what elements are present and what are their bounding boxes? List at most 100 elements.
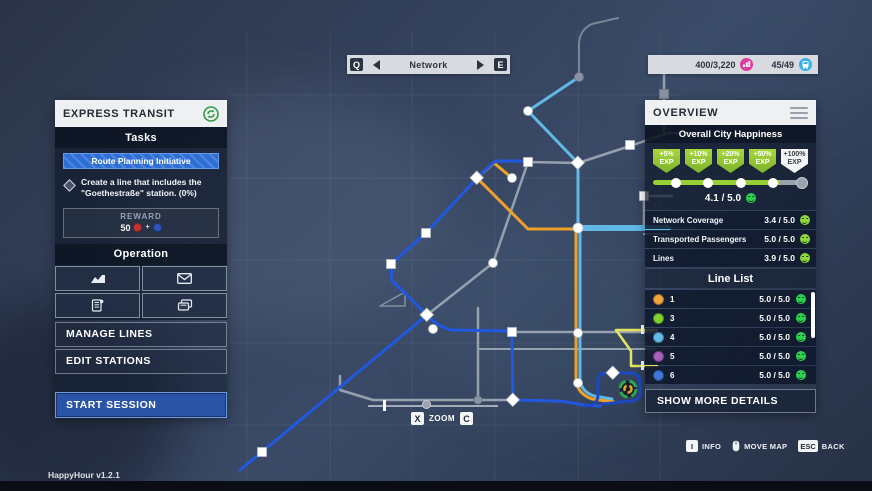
- happiness-box: +5% EXP +10% EXP +20% EXP +50% EXP +100% EXP …: [645, 143, 816, 210]
- line-color-dot: [653, 312, 664, 324]
- key-c-badge[interactable]: C: [460, 412, 473, 425]
- show-more-details-button[interactable]: SHOW MORE DETAILS: [645, 389, 816, 413]
- stat-value: 3.9 / 5.0: [764, 253, 795, 263]
- money-icon: [740, 58, 754, 71]
- tasks-section-header: Tasks: [55, 127, 227, 148]
- happiness-value-row: 4.1 / 5.0: [651, 190, 810, 206]
- line-color-dot: [653, 350, 664, 362]
- line-rating: 5.0 / 5.0: [759, 332, 790, 342]
- exp-milestones: +5% EXP +10% EXP +20% EXP +50% EXP +100% EXP: [651, 149, 810, 173]
- happy-face-icon: [796, 351, 806, 361]
- next-view-arrow-icon[interactable]: [477, 59, 484, 70]
- zoom-slider-knob[interactable]: [422, 400, 431, 409]
- vehicles-button[interactable]: [142, 292, 227, 318]
- progress-node: [671, 177, 681, 188]
- line-number: 5: [670, 351, 675, 361]
- prev-view-arrow-icon[interactable]: [373, 59, 380, 70]
- map-stations[interactable]: [257, 72, 669, 457]
- happy-face-icon: [800, 234, 810, 244]
- overview-header: OVERVIEW: [645, 100, 816, 125]
- line-rating: 5.0 / 5.0: [759, 370, 790, 380]
- map-ring-station[interactable]: [618, 379, 638, 399]
- line-list-header: Line List: [645, 269, 816, 288]
- start-session-button[interactable]: START SESSION: [55, 391, 227, 418]
- reward-currency-icon: [133, 223, 143, 233]
- map-line-orange: [475, 161, 616, 404]
- reward-label: REWARD: [120, 211, 162, 221]
- panel-spacer: [55, 373, 227, 392]
- happy-face-icon: [796, 294, 806, 304]
- info-label: INFO: [702, 441, 722, 451]
- vehicles-icon: [799, 58, 812, 71]
- statistics-button[interactable]: [55, 265, 140, 291]
- happiness-header: Overall City Happiness: [645, 125, 816, 143]
- operation-section-header: Operation: [55, 243, 227, 265]
- view-mode-label: Network: [409, 59, 448, 70]
- zoom-slider-track[interactable]: [368, 405, 498, 407]
- key-e-badge[interactable]: E: [494, 58, 507, 71]
- overview-title: OVERVIEW: [653, 106, 719, 119]
- stat-label: Lines: [653, 253, 674, 263]
- key-x-badge[interactable]: X: [411, 412, 424, 425]
- resource-bar: 400/3,220 45/49: [648, 55, 818, 74]
- envelope-icon: [177, 272, 192, 284]
- line-color-dot: [653, 369, 664, 381]
- exp-badge-locked: +100% EXP: [781, 149, 808, 173]
- progress-node: [736, 177, 746, 188]
- task-banner[interactable]: Route Planning Initiative: [63, 153, 219, 169]
- map-line-yellow: [614, 328, 658, 368]
- happy-face-icon: [796, 313, 806, 323]
- line-number: 1: [670, 294, 675, 304]
- stat-value: 3.4 / 5.0: [764, 215, 795, 225]
- info-hint: I INFO: [686, 440, 721, 452]
- line-number: 6: [670, 370, 675, 380]
- stat-row: Transported Passengers 5.0 / 5.0: [645, 230, 816, 248]
- refresh-icon[interactable]: [203, 105, 219, 122]
- happy-face-icon: [800, 253, 810, 263]
- line-row[interactable]: 6 5.0 / 5.0: [645, 366, 816, 384]
- version-label: HappyHour v1.2.1: [48, 470, 120, 480]
- line-row[interactable]: 4 5.0 / 5.0: [645, 328, 816, 346]
- document-icon: [91, 299, 104, 312]
- exp-badge: +5% EXP: [653, 149, 680, 173]
- zoom-control: X ZOOM C: [411, 412, 473, 425]
- line-color-dot: [653, 331, 664, 343]
- money-value: 400/3,220: [695, 59, 736, 70]
- line-row[interactable]: 1 5.0 / 5.0: [645, 290, 816, 308]
- overview-panel: OVERVIEW Overall City Happiness +5% EXP +…: [645, 100, 816, 413]
- manage-lines-button[interactable]: MANAGE LINES: [55, 321, 227, 347]
- line-row[interactable]: 5 5.0 / 5.0: [645, 347, 816, 365]
- contracts-button[interactable]: [55, 292, 140, 318]
- line-list: 1 5.0 / 5.0 3 5.0 / 5.0 4 5.0 / 5.0 5 5.…: [645, 290, 816, 384]
- menu-icon[interactable]: [790, 106, 808, 119]
- progress-node: [703, 177, 713, 188]
- fleet-icon: [177, 299, 192, 312]
- tasks-section-body: Route Planning Initiative Create a line …: [55, 148, 227, 244]
- key-q-badge[interactable]: Q: [350, 58, 363, 71]
- line-row[interactable]: 3 5.0 / 5.0: [645, 309, 816, 327]
- key-esc-badge: ESC: [798, 440, 818, 452]
- network-nav-bar: Q Network E: [347, 55, 510, 74]
- line-rating: 5.0 / 5.0: [759, 313, 790, 323]
- progress-node: [768, 177, 778, 188]
- letterbox-bar: [0, 481, 872, 491]
- vehicles-value: 45/49: [771, 59, 794, 70]
- key-i-badge: I: [686, 440, 698, 452]
- stat-value: 5.0 / 5.0: [764, 234, 795, 244]
- happy-face-icon: [746, 193, 757, 203]
- control-hints: I INFO MOVE MAP ESC BACK: [686, 440, 845, 452]
- panel-header: EXPRESS TRANSIT: [55, 100, 227, 127]
- messages-button[interactable]: [142, 265, 227, 291]
- reward-plus: +: [145, 224, 150, 232]
- happiness-value: 4.1 / 5.0: [704, 192, 742, 204]
- stat-label: Transported Passengers: [653, 234, 747, 244]
- line-number: 3: [670, 313, 675, 323]
- line-list-scrollbar[interactable]: [811, 292, 815, 338]
- task-diamond-icon: [63, 179, 76, 192]
- edit-stations-button[interactable]: EDIT STATIONS: [55, 348, 227, 374]
- mouse-icon: [732, 440, 740, 452]
- stat-row: Network Coverage 3.4 / 5.0: [645, 211, 816, 229]
- zoom-label: ZOOM: [429, 414, 455, 423]
- line-color-dot: [653, 293, 664, 305]
